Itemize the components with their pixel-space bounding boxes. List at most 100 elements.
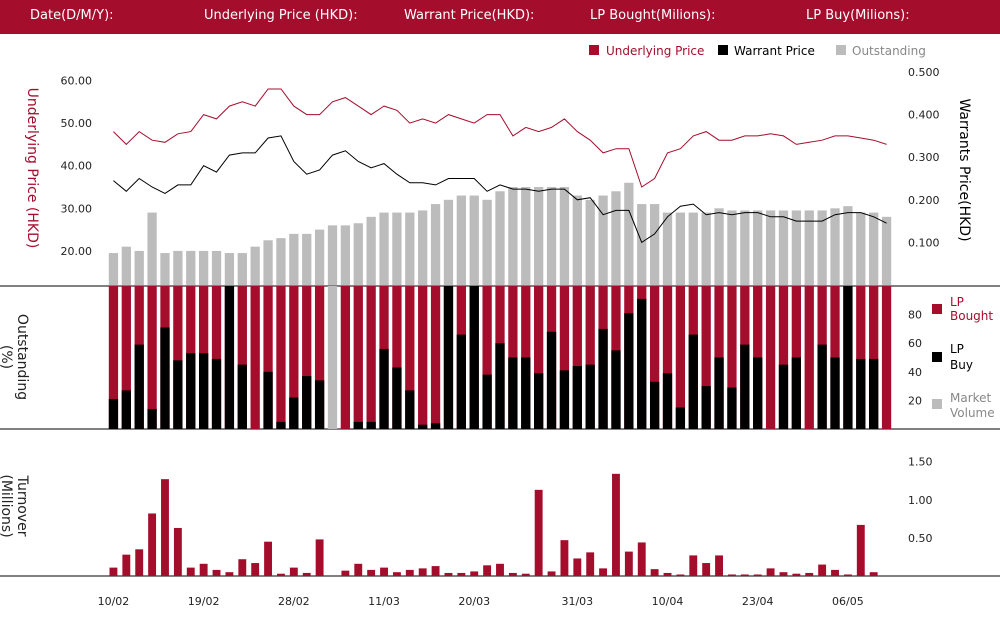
turnover-bar <box>289 567 298 576</box>
outstanding-bar <box>211 250 222 285</box>
y-tick-left: 60.00 <box>61 75 93 88</box>
outstanding-bar <box>662 212 673 285</box>
turnover-bar <box>405 569 414 576</box>
legend-swatch-outstanding <box>836 45 846 55</box>
turnover-bar <box>444 572 453 576</box>
y-tick-right: 1.50 <box>908 456 933 469</box>
y-tick-right: 0.400 <box>908 109 940 122</box>
lp-buy-bar <box>186 353 196 429</box>
lp-buy-bar <box>469 286 479 429</box>
turnover-bar <box>740 574 749 576</box>
turnover-bar <box>818 564 827 576</box>
y-axis-label: (Millions) <box>0 474 14 537</box>
lp-bought-bar <box>430 286 441 429</box>
y-tick-right: 0.500 <box>908 66 940 79</box>
x-tick-label: 28/02 <box>278 595 310 608</box>
lp-buy-bar <box>508 357 518 429</box>
lp-buy-bar <box>147 408 157 429</box>
lp-bought-bar <box>765 286 776 429</box>
x-tick-label: 06/05 <box>832 595 864 608</box>
turnover-bar <box>431 566 440 576</box>
outstanding-bar <box>482 199 492 285</box>
date-label: Date(D/M/Y): <box>30 8 114 23</box>
lp-buy-bar <box>353 421 363 429</box>
outstanding-bar <box>108 253 119 285</box>
turnover-bar <box>663 572 672 576</box>
turnover-bar <box>676 574 685 576</box>
outstanding-bar <box>856 212 866 285</box>
turnover-bar <box>277 573 285 576</box>
outstanding-bar <box>392 212 402 285</box>
lp-bought-bar <box>340 286 351 429</box>
outstanding-bar <box>804 210 814 285</box>
lp-bought-bar <box>804 286 814 429</box>
lp-buy-bar <box>418 424 428 429</box>
lp-bought-bar <box>108 286 119 429</box>
lp-buy-bar <box>714 357 724 429</box>
turnover-bar <box>122 554 131 576</box>
y-tick-right: 0.50 <box>908 532 933 545</box>
lp-bought-bar <box>675 286 686 429</box>
turnover-bar <box>612 473 620 576</box>
turnover-bar <box>856 524 865 576</box>
lp-buy-bar <box>559 370 570 429</box>
turnover-bar <box>212 569 221 576</box>
lp-buy-bar <box>817 344 827 429</box>
lp-bought-bar <box>881 286 892 429</box>
outstanding-bar <box>508 187 518 285</box>
outstanding-bar <box>405 212 415 285</box>
outstanding-bar <box>469 195 479 285</box>
lp-buy-bar <box>869 358 879 429</box>
lp-buy-bar <box>637 298 647 429</box>
outstanding-bar <box>817 210 827 285</box>
lp-bought-bar <box>263 286 273 429</box>
y-axis-left-label: Underlying Price (HKD) <box>24 88 40 249</box>
lp-buy-bar <box>302 376 312 429</box>
lp-bought-bar <box>701 286 711 429</box>
lp-buy-bar <box>289 397 299 429</box>
turnover-bar <box>392 572 401 576</box>
legend-swatch-market-volume <box>932 399 942 409</box>
turnover-bar <box>496 563 504 576</box>
x-tick-label: 10/04 <box>652 595 684 608</box>
outstanding-bar <box>327 225 338 285</box>
y-tick-left: 40.00 <box>61 160 93 173</box>
outstanding-bar <box>637 204 647 285</box>
lp-buy-bar <box>392 367 402 429</box>
lp-bought-bar <box>856 286 866 429</box>
turnover-bar <box>843 574 852 576</box>
header-bar: Date(D/M/Y): Underlying Price (HKD): War… <box>0 0 1000 34</box>
lp-buy-bar <box>830 357 840 429</box>
legend-lp-bought: LP <box>950 295 964 309</box>
turnover-bar <box>766 568 775 576</box>
outstanding-bar <box>624 182 634 285</box>
lp-buy-bar <box>456 334 466 429</box>
lp-buy-bar <box>443 286 454 429</box>
lp-buy-bar <box>740 344 750 429</box>
turnover-bar <box>251 563 260 576</box>
lp-buy-bar <box>405 390 415 429</box>
lp-bought-bar <box>559 286 570 429</box>
lp-buy-bar <box>585 364 595 429</box>
outstanding-bar <box>147 212 157 285</box>
lp-buy-bar <box>534 373 544 429</box>
outstanding-bar <box>688 212 698 285</box>
outstanding-bar <box>649 204 660 285</box>
turnover-bar <box>302 572 311 576</box>
outstanding-bar <box>418 210 428 285</box>
legend-lp-buy: LP <box>950 342 964 356</box>
y-tick-left: 20.00 <box>61 245 93 258</box>
lp-buy-bar <box>263 371 273 429</box>
lp-buy-bar <box>430 423 441 429</box>
turnover-bar <box>805 572 814 576</box>
legend-lp-buy: Buy <box>950 358 973 372</box>
y-tick-right: 0.200 <box>908 194 940 207</box>
lp-buy-bar <box>791 357 801 429</box>
turnover-bar <box>135 549 144 576</box>
lp-buy-bar <box>121 390 131 429</box>
lp-buy-bar <box>199 353 209 429</box>
outstanding-bar <box>611 191 621 285</box>
lp-bought-bar <box>418 286 428 429</box>
lp-buy-bar <box>675 407 686 429</box>
lp-bought-bar <box>482 286 492 429</box>
